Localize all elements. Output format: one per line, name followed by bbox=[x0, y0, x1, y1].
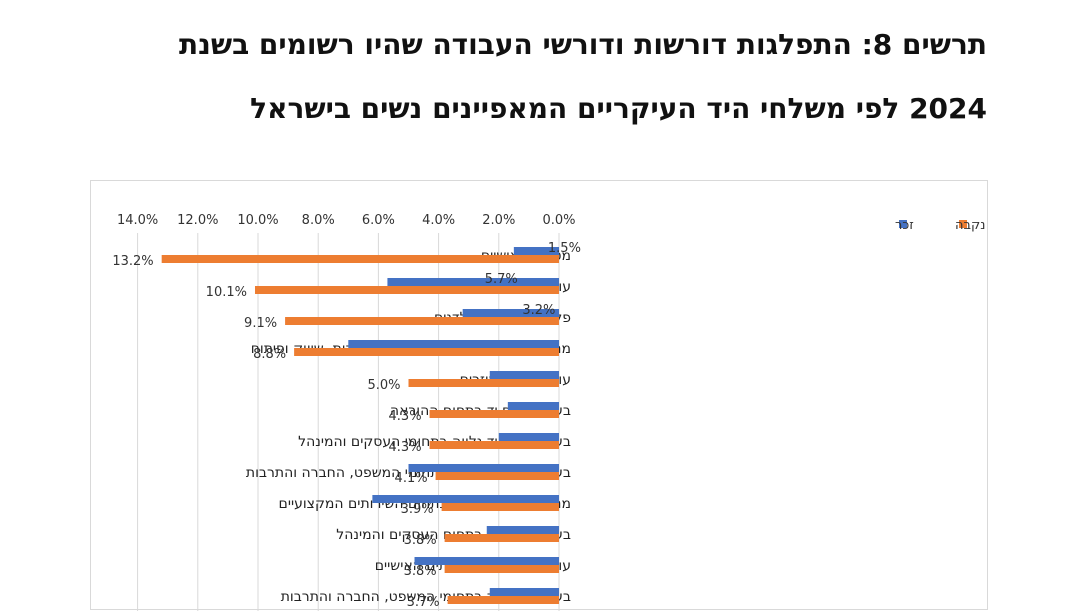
bar bbox=[507, 402, 559, 410]
chart-title-line1: תרשים 8: התפלגות דורשות ודורשי העבודה שה… bbox=[179, 28, 987, 61]
x-tick-label: 14.0% bbox=[117, 213, 158, 228]
x-tick-label: 0.0% bbox=[542, 213, 575, 228]
data-label: 3.8% bbox=[404, 533, 437, 548]
bar bbox=[372, 495, 559, 503]
bar bbox=[513, 247, 559, 255]
chart-title-line2: 2024 לפי משלחי היד העיקריים המאפיינים נש… bbox=[250, 92, 987, 125]
legend-label: זכר bbox=[895, 218, 914, 233]
data-label: 3.7% bbox=[407, 595, 440, 610]
x-tick-label: 2.0% bbox=[482, 213, 515, 228]
bar-chart: 0.0% 2.0% 4.0% 6.0% 8.0% 10.0% 12.0% 14.0% נקבה ז… bbox=[112, 213, 985, 611]
legend-swatch bbox=[959, 220, 967, 228]
x-tick-label: 10.0% bbox=[237, 213, 278, 228]
data-label: 3.2% bbox=[522, 303, 555, 318]
data-label: 1.5% bbox=[548, 241, 581, 256]
bar bbox=[254, 286, 560, 294]
data-label: 4.1% bbox=[395, 471, 428, 486]
bar bbox=[498, 433, 559, 441]
data-label: 5.7% bbox=[485, 272, 518, 287]
bar bbox=[447, 596, 559, 604]
data-label: 13.2% bbox=[112, 254, 153, 269]
bar bbox=[348, 340, 559, 348]
data-label: 3.8% bbox=[404, 564, 437, 579]
data-label: 3.9% bbox=[401, 502, 434, 517]
data-label: 8.8% bbox=[253, 347, 286, 362]
bar bbox=[408, 379, 559, 387]
bar bbox=[161, 255, 559, 263]
data-label: 5.0% bbox=[367, 378, 400, 393]
x-tick-label: 8.0% bbox=[302, 213, 335, 228]
bar bbox=[444, 534, 559, 542]
data-label: 10.1% bbox=[206, 285, 247, 300]
x-tick-label: 6.0% bbox=[362, 213, 395, 228]
bar bbox=[486, 526, 559, 534]
legend-label: נקבה bbox=[955, 218, 985, 233]
bar bbox=[489, 371, 559, 379]
data-label: 9.1% bbox=[244, 316, 277, 331]
bar bbox=[462, 309, 559, 317]
bar bbox=[441, 503, 559, 511]
bar bbox=[387, 278, 559, 286]
bar bbox=[444, 565, 559, 573]
x-tick-label: 12.0% bbox=[177, 213, 218, 228]
bar bbox=[429, 441, 559, 449]
bar bbox=[294, 348, 559, 356]
chart-frame: 0.0% 2.0% 4.0% 6.0% 8.0% 10.0% 12.0% 14.0% נקבה ז… bbox=[90, 180, 988, 611]
legend-swatch bbox=[899, 220, 907, 228]
data-label: 4.3% bbox=[389, 409, 422, 424]
bar bbox=[435, 472, 559, 480]
x-tick-label: 4.0% bbox=[422, 213, 455, 228]
bar bbox=[414, 557, 559, 565]
bar bbox=[489, 588, 559, 596]
bar bbox=[429, 410, 559, 418]
data-label: 4.3% bbox=[389, 440, 422, 455]
bar bbox=[408, 464, 559, 472]
bar bbox=[285, 317, 559, 325]
